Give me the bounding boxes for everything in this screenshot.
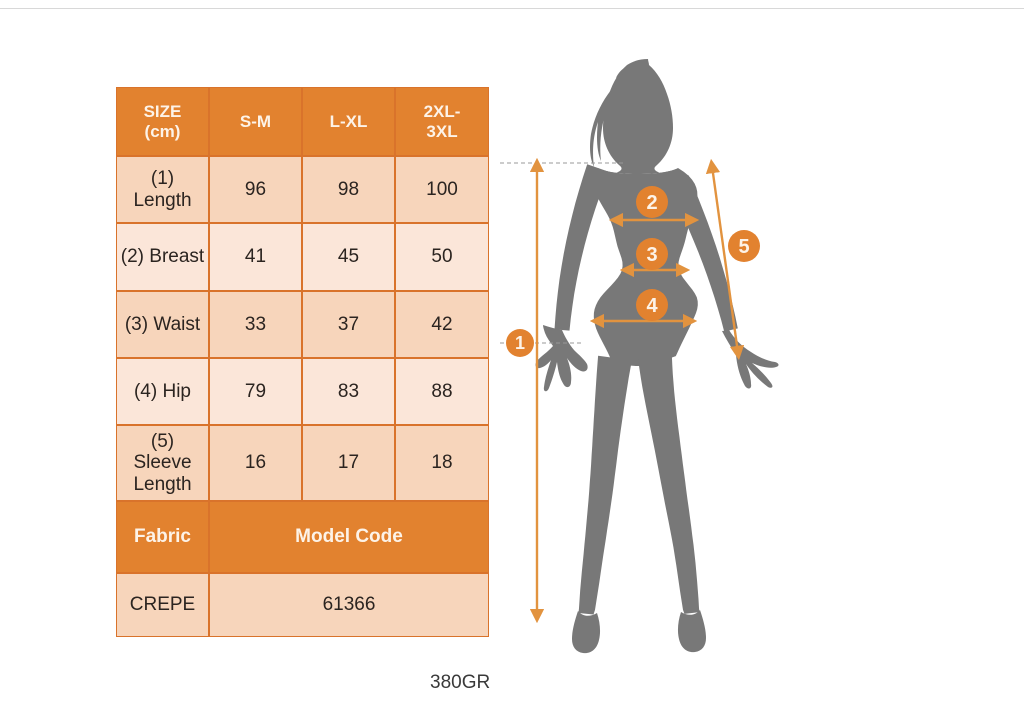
svg-text:2: 2 (646, 192, 657, 214)
svg-text:3: 3 (646, 244, 657, 266)
svg-text:1: 1 (515, 333, 525, 353)
svg-text:4: 4 (646, 295, 658, 317)
svg-text:5: 5 (738, 236, 749, 258)
